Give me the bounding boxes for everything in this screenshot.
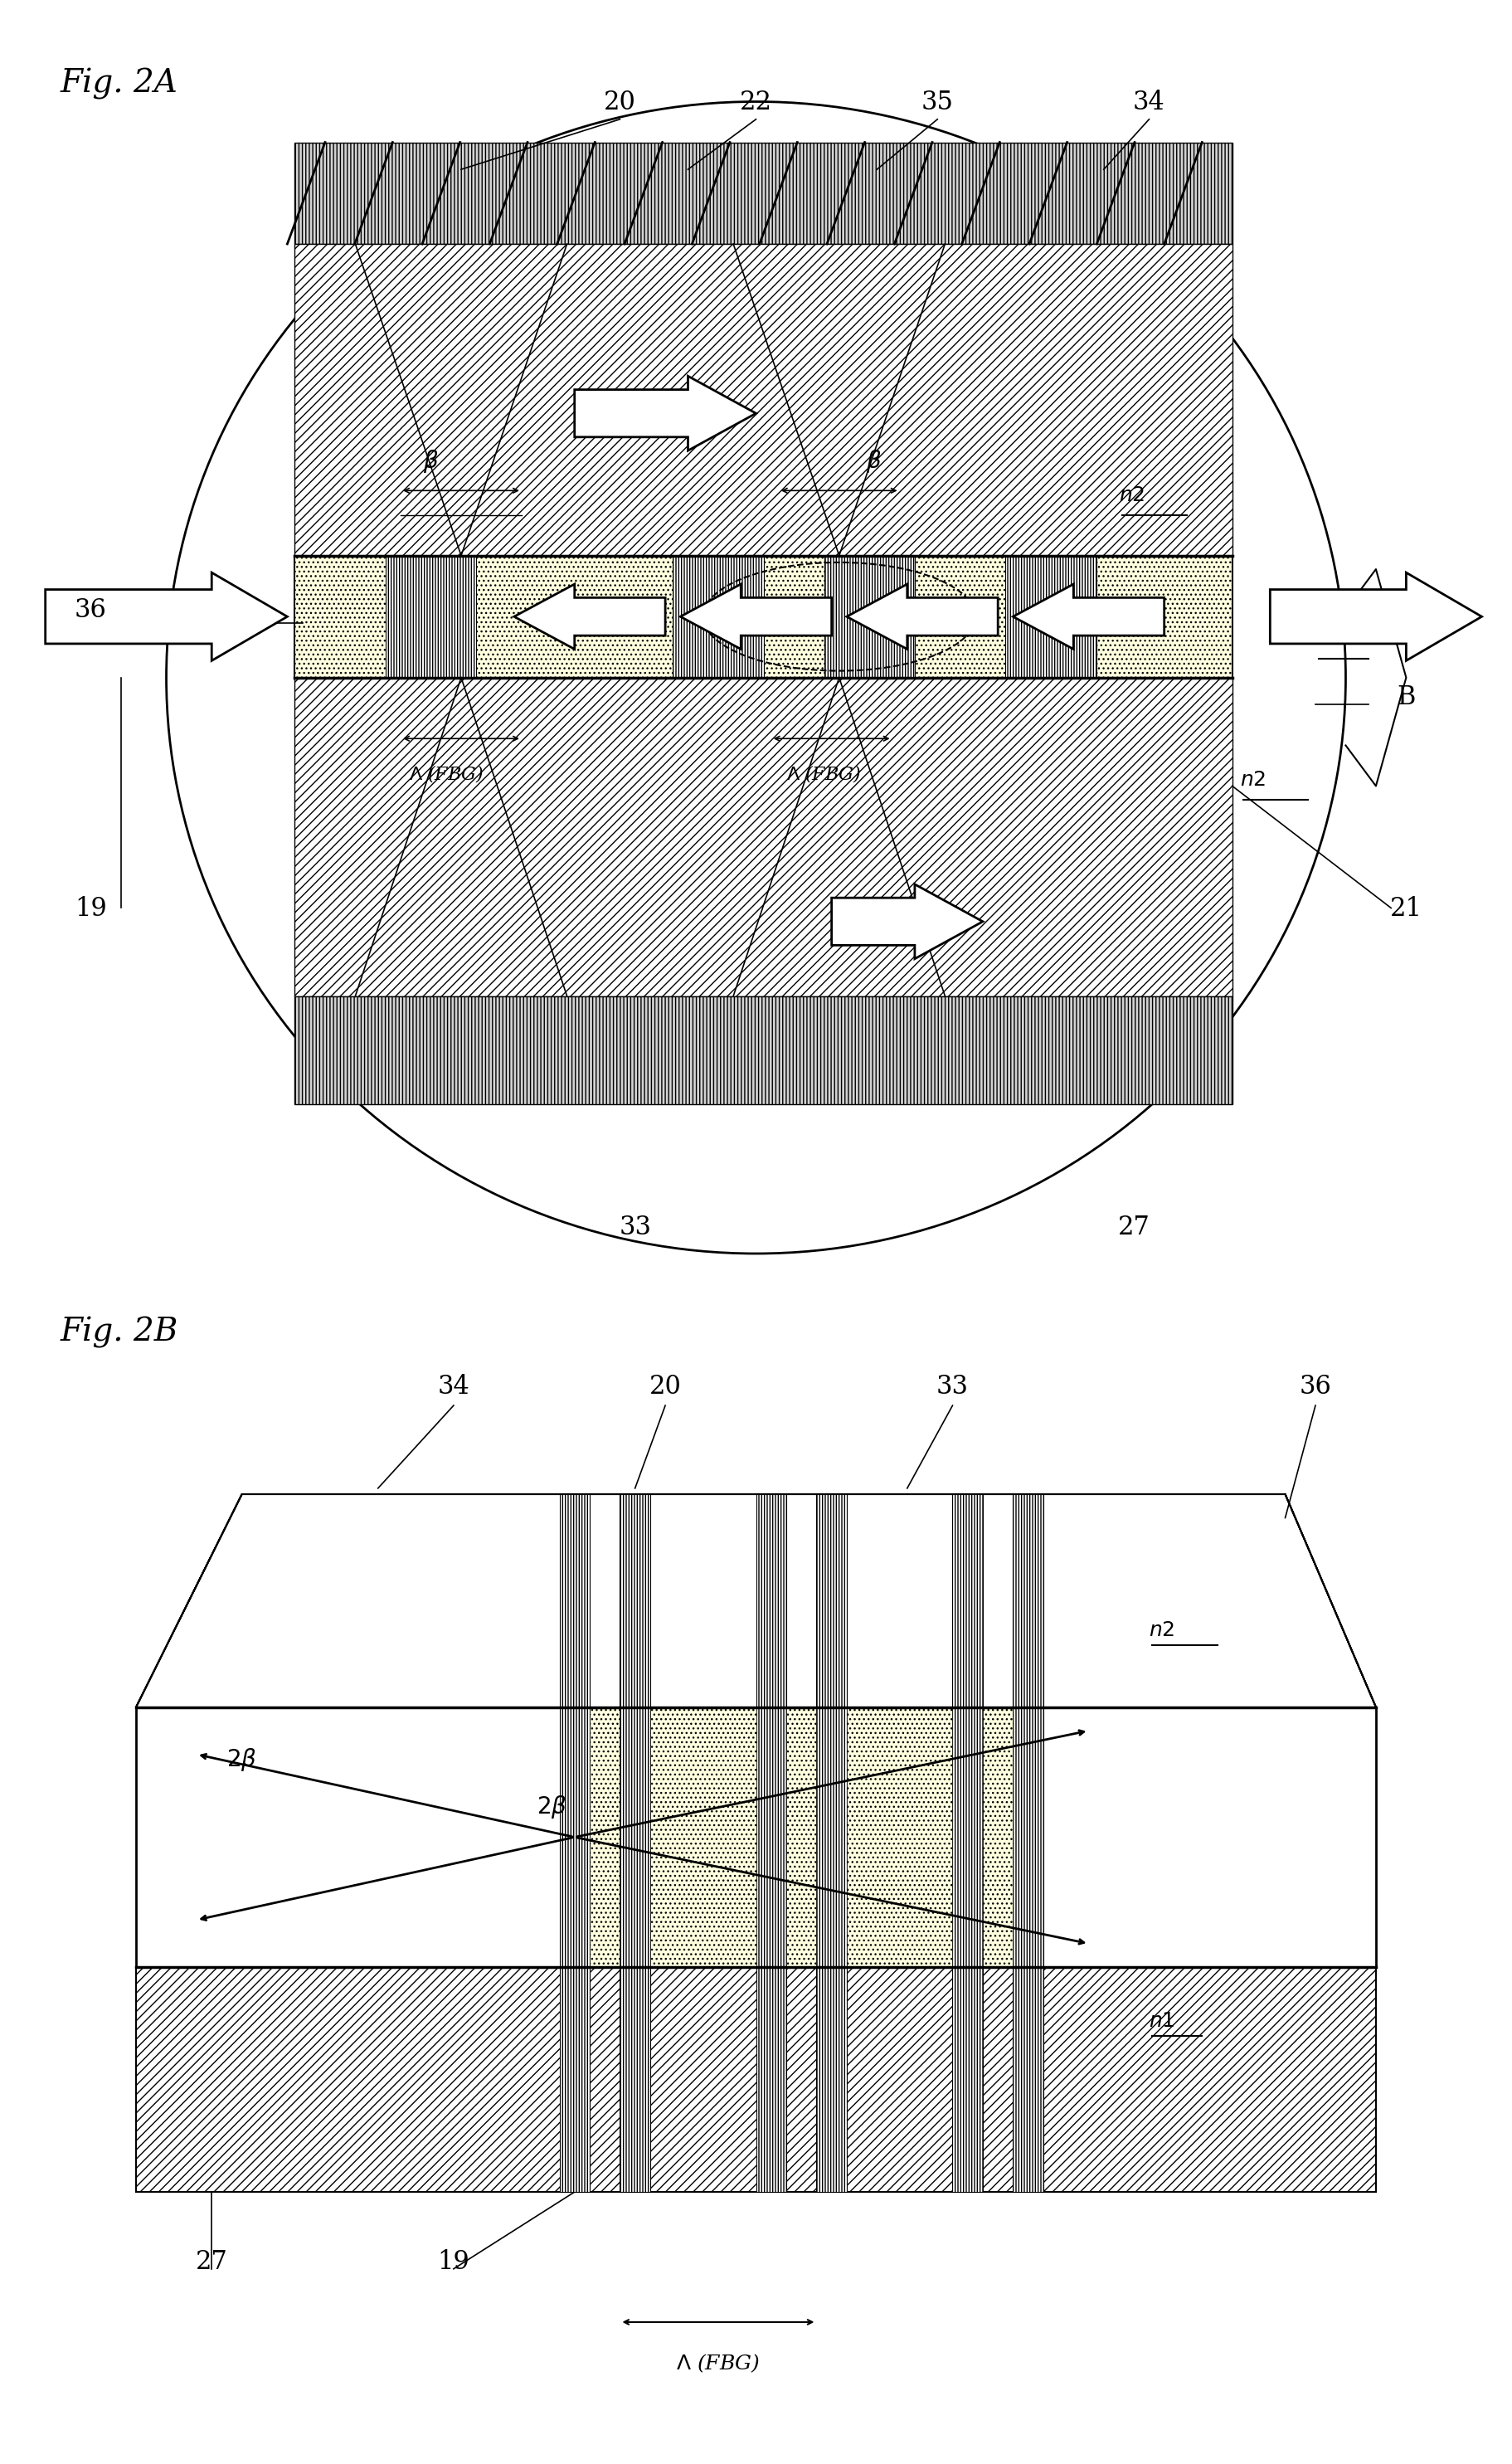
Text: 19: 19 bbox=[437, 2250, 470, 2274]
Text: $\Lambda$ (FBG): $\Lambda$ (FBG) bbox=[408, 764, 484, 784]
Text: 27: 27 bbox=[1117, 1215, 1151, 1239]
Text: $n1$: $n1$ bbox=[1149, 2011, 1175, 2030]
Bar bbox=[953, 1493, 983, 2193]
FancyArrow shape bbox=[1270, 572, 1482, 660]
Text: Fig. 2A: Fig. 2A bbox=[60, 67, 178, 99]
Bar bbox=[1005, 557, 1096, 678]
Text: $\beta$: $\beta$ bbox=[866, 448, 881, 473]
Bar bbox=[295, 244, 1232, 557]
Bar bbox=[295, 557, 1232, 678]
Bar bbox=[295, 143, 1232, 244]
FancyArrow shape bbox=[575, 377, 756, 451]
FancyArrow shape bbox=[514, 584, 665, 648]
Text: 21: 21 bbox=[1390, 897, 1423, 922]
Text: $n2$: $n2$ bbox=[1240, 771, 1266, 791]
Text: 35: 35 bbox=[921, 89, 954, 116]
Bar bbox=[295, 678, 1232, 995]
Bar bbox=[559, 1493, 590, 2193]
Bar bbox=[756, 1493, 786, 2193]
Text: $n1$: $n1$ bbox=[1315, 628, 1341, 648]
Text: 34: 34 bbox=[437, 1375, 470, 1400]
Bar bbox=[1013, 1493, 1043, 2193]
Polygon shape bbox=[136, 1966, 1376, 2193]
Text: 36: 36 bbox=[1299, 1375, 1332, 1400]
Bar bbox=[816, 1493, 847, 2193]
Bar bbox=[590, 1708, 620, 1966]
Text: 33: 33 bbox=[936, 1375, 969, 1400]
Text: B: B bbox=[1397, 685, 1415, 710]
Text: $2\beta$: $2\beta$ bbox=[227, 1747, 257, 1772]
Text: 20: 20 bbox=[649, 1375, 682, 1400]
Bar bbox=[620, 1493, 650, 2193]
Bar bbox=[386, 557, 476, 678]
Bar bbox=[673, 557, 764, 678]
Text: Fig. 2B: Fig. 2B bbox=[60, 1316, 178, 1348]
Bar bbox=[983, 1708, 1013, 1966]
Bar bbox=[786, 1708, 816, 1966]
Text: $\beta$: $\beta$ bbox=[423, 448, 438, 473]
Bar bbox=[136, 1708, 1376, 1966]
FancyArrow shape bbox=[680, 584, 832, 648]
Text: $n2$: $n2$ bbox=[1119, 485, 1145, 505]
Polygon shape bbox=[136, 1493, 1376, 1708]
Text: $2\beta$: $2\beta$ bbox=[537, 1794, 567, 1821]
Bar bbox=[650, 1708, 756, 1966]
FancyArrow shape bbox=[832, 885, 983, 958]
Text: 34: 34 bbox=[1132, 89, 1166, 116]
FancyArrow shape bbox=[847, 584, 998, 648]
Text: $\Lambda$ (FBG): $\Lambda$ (FBG) bbox=[676, 2353, 761, 2375]
Text: 20: 20 bbox=[603, 89, 637, 116]
FancyArrow shape bbox=[1013, 584, 1164, 648]
Polygon shape bbox=[136, 1493, 1376, 1708]
FancyArrow shape bbox=[45, 572, 287, 660]
Text: $n2$: $n2$ bbox=[1149, 1621, 1175, 1641]
Bar bbox=[847, 1708, 953, 1966]
Text: 33: 33 bbox=[618, 1215, 652, 1239]
Text: 19: 19 bbox=[74, 897, 107, 922]
Text: 22: 22 bbox=[739, 89, 773, 116]
Text: 36: 36 bbox=[74, 599, 107, 623]
Bar bbox=[824, 557, 915, 678]
Text: 27: 27 bbox=[195, 2250, 228, 2274]
Bar bbox=[295, 995, 1232, 1104]
Text: $\Lambda$ (FBG): $\Lambda$ (FBG) bbox=[786, 764, 862, 784]
